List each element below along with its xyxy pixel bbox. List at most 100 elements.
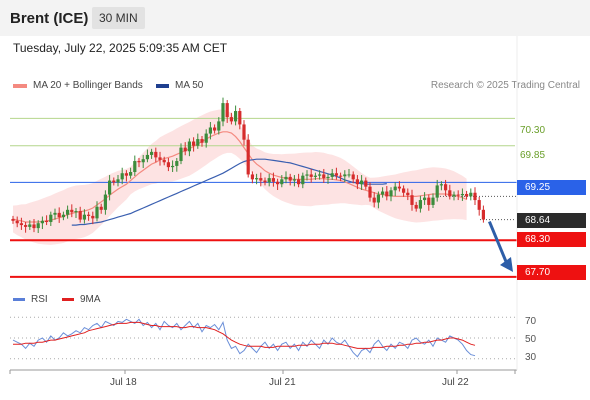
- ma50-line: [71, 158, 387, 226]
- instrument-title: Brent (ICE): [10, 10, 89, 27]
- candle-body: [129, 172, 133, 176]
- rsi-line: [12, 318, 476, 358]
- legend-rsi-ma: 9MA: [62, 294, 101, 305]
- candle-body: [225, 103, 229, 118]
- candle-body: [414, 204, 418, 209]
- candle-body: [465, 193, 469, 197]
- candle-body: [49, 214, 53, 223]
- candle-body: [171, 165, 175, 168]
- candle-body: [19, 223, 23, 226]
- candle-body: [120, 173, 124, 180]
- candle-body: [154, 151, 158, 158]
- candle-body: [255, 178, 259, 180]
- candle-body: [368, 186, 372, 198]
- candle-body: [360, 180, 364, 185]
- candle-body: [82, 214, 86, 220]
- chart-header: Brent (ICE) 30 MIN: [0, 0, 590, 36]
- candle-body: [301, 175, 305, 185]
- x-label-jul18: Jul 18: [110, 377, 137, 388]
- candle-body: [162, 159, 166, 163]
- candle-body: [250, 174, 254, 180]
- candle-body: [343, 174, 347, 177]
- ma20-swatch: [13, 83, 27, 88]
- candle-body: [70, 209, 74, 213]
- candle-body: [87, 214, 91, 216]
- candle-body: [456, 194, 460, 196]
- candle-body: [431, 197, 435, 205]
- level-label-pivot: 69.25: [517, 180, 586, 195]
- current-price-label: 68.64: [517, 213, 586, 228]
- candle-body: [322, 174, 326, 179]
- level-label-s2: 67.70: [517, 265, 586, 280]
- chart-datetime: Tuesday, July 22, 2025 5:09:35 AM CET: [13, 41, 228, 55]
- candle-body: [364, 180, 368, 187]
- legend-ma20-label: MA 20 + Bollinger Bands: [33, 80, 143, 91]
- rsi-ma-line: [13, 321, 476, 349]
- bollinger-band: [13, 109, 467, 245]
- candle-body: [141, 159, 145, 163]
- rsi-tick-30: 30: [525, 352, 537, 363]
- timeframe-badge[interactable]: 30 MIN: [92, 7, 145, 29]
- legend-ma50: MA 50: [156, 80, 203, 91]
- candle-body: [175, 161, 179, 166]
- candle-body: [150, 151, 154, 155]
- candle-body: [355, 179, 359, 185]
- candle-body: [469, 192, 473, 197]
- candle-body: [133, 161, 137, 173]
- candle-body: [460, 193, 464, 196]
- candle-body: [427, 197, 431, 205]
- candle-body: [263, 180, 267, 183]
- level-label-r1: 69.85: [520, 150, 546, 161]
- level-label-s1: 68.30: [517, 232, 586, 247]
- forecast-arrowhead: [500, 257, 513, 272]
- candle-body: [124, 173, 128, 176]
- candle-body: [66, 209, 70, 215]
- ma50-swatch: [156, 83, 169, 88]
- candle-body: [418, 200, 422, 209]
- candle-body: [439, 184, 443, 186]
- candle-body: [423, 197, 427, 201]
- candle-body: [410, 195, 414, 205]
- forecast-arrow: [488, 221, 509, 265]
- candle-body: [313, 175, 317, 177]
- legend-ma20: MA 20 + Bollinger Bands: [13, 80, 143, 91]
- candle-body: [217, 121, 221, 131]
- candle-body: [95, 206, 99, 219]
- candle-body: [221, 103, 225, 122]
- candle-body: [435, 185, 439, 198]
- candle-body: [53, 212, 57, 215]
- candle-body: [477, 200, 481, 210]
- candle-body: [15, 220, 19, 224]
- candle-body: [402, 188, 406, 193]
- candle-body: [108, 180, 112, 195]
- candle-body: [393, 186, 397, 191]
- candle-body: [309, 174, 313, 177]
- candle-body: [103, 194, 107, 210]
- candle-body: [179, 147, 183, 162]
- candle-body: [183, 147, 187, 152]
- candle-body: [284, 176, 288, 180]
- candle-body: [200, 139, 204, 143]
- candle-body: [452, 194, 456, 197]
- candle-body: [288, 176, 292, 181]
- candle-body: [112, 180, 116, 183]
- legend-rsi-label: RSI: [31, 294, 48, 305]
- candle-body: [45, 220, 49, 223]
- candle-body: [267, 178, 271, 183]
- candle-body: [280, 179, 284, 185]
- legend-ma50-label: MA 50: [175, 80, 204, 91]
- candle-body: [473, 192, 477, 201]
- candle-body: [192, 141, 196, 146]
- candle-body: [36, 223, 40, 229]
- candle-body: [213, 127, 217, 131]
- candle-body: [208, 127, 212, 134]
- candle-body: [229, 117, 233, 122]
- candle-body: [137, 161, 141, 163]
- candle-body: [242, 124, 246, 140]
- candle-body: [145, 154, 149, 160]
- rsi-swatch: [13, 298, 25, 301]
- candle-body: [238, 111, 242, 125]
- candle-body: [204, 133, 208, 143]
- candle-body: [334, 173, 338, 176]
- candle-body: [448, 190, 452, 197]
